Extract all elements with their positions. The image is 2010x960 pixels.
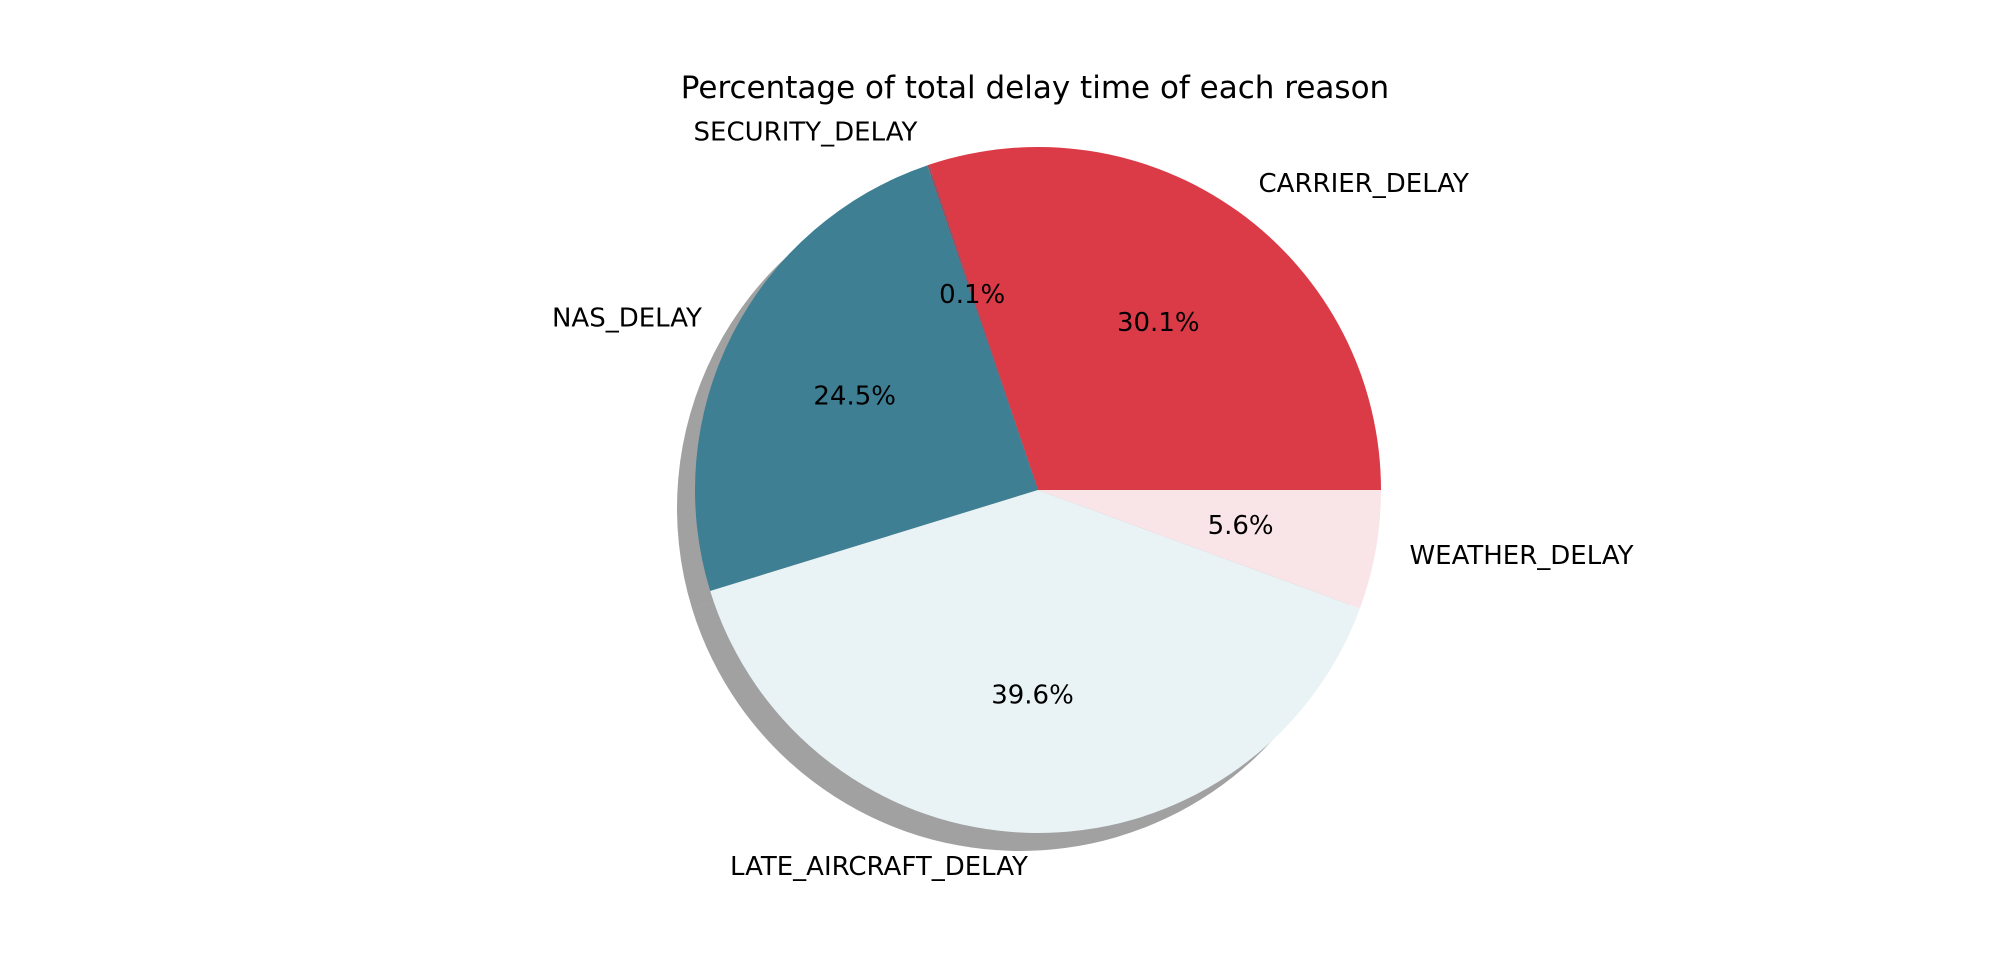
pie-slice-labels: CARRIER_DELAY SECURITY_DELAY NAS_DELAY LATE… xyxy=(552,118,1634,883)
slice-label-nas-delay: NAS_DELAY xyxy=(552,304,702,334)
pct-label-late-aircraft-delay: 39.6% xyxy=(991,681,1074,711)
slice-label-carrier-delay: CARRIER_DELAY xyxy=(1259,169,1470,199)
slice-security-delay xyxy=(927,164,1038,490)
pct-label-weather-delay: 5.6% xyxy=(1208,511,1274,541)
slice-nas-delay xyxy=(694,165,1038,591)
chart-title: Percentage of total delay time of each r… xyxy=(681,70,1389,106)
pct-label-nas-delay: 24.5% xyxy=(813,381,896,411)
slice-carrier-delay xyxy=(929,146,1381,490)
slice-weather-delay xyxy=(1038,490,1381,609)
slice-late-aircraft-delay xyxy=(710,490,1360,834)
slice-label-weather-delay: WEATHER_DELAY xyxy=(1409,541,1633,571)
pct-label-carrier-delay: 30.1% xyxy=(1117,308,1200,338)
slice-label-late-aircraft-delay: LATE_AIRCRAFT_DELAY xyxy=(730,852,1028,882)
slice-label-security-delay: SECURITY_DELAY xyxy=(694,118,918,148)
pie-slices xyxy=(694,146,1381,834)
pie-percent-labels: 30.1% 0.1% 24.5% 39.6% 5.6% xyxy=(813,280,1273,711)
pct-label-security-delay: 0.1% xyxy=(939,280,1005,310)
